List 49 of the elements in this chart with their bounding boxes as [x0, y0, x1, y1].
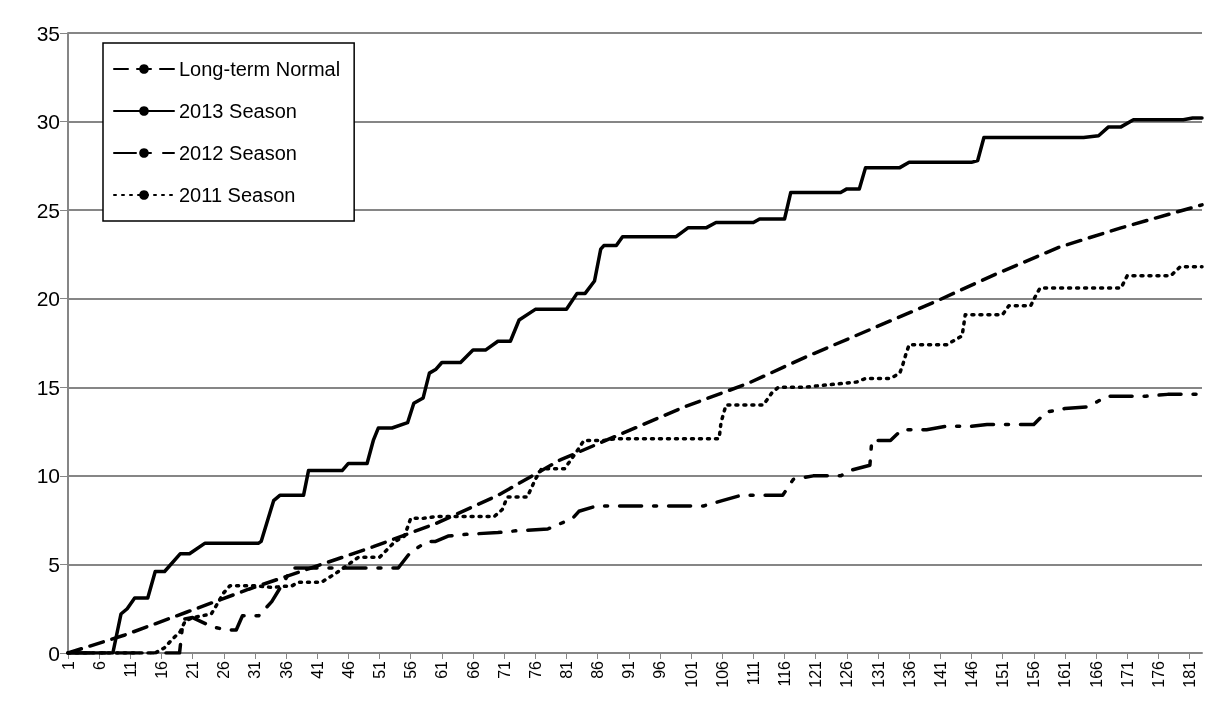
- x-tick-label: 161: [1056, 660, 1074, 688]
- x-tick-label: 176: [1149, 660, 1167, 688]
- y-tick-label: 15: [36, 375, 60, 399]
- y-tick-label: 10: [36, 464, 60, 488]
- legend-label: 2013 Season: [179, 100, 297, 122]
- x-tick-label: 46: [339, 660, 357, 679]
- y-tick-label: 25: [36, 198, 60, 222]
- y-tick-label: 20: [36, 287, 60, 311]
- x-tick-label: 6: [90, 660, 108, 670]
- x-tick-label: 76: [526, 660, 544, 679]
- x-tick-label: 1: [59, 660, 77, 670]
- y-tick-label: 5: [48, 552, 60, 576]
- x-tick-label: 91: [620, 660, 638, 679]
- x-tick-label: 116: [776, 660, 794, 687]
- x-tick-label: 11: [121, 660, 139, 678]
- y-tick-label: 30: [36, 110, 60, 134]
- x-tick-label: 51: [371, 660, 389, 679]
- x-tick-label: 36: [277, 660, 295, 679]
- x-tick-label: 96: [651, 660, 669, 679]
- x-tick-label: 151: [994, 660, 1012, 688]
- x-tick-label: 56: [402, 660, 420, 679]
- x-tick-label: 131: [869, 660, 887, 688]
- y-tick-label: 0: [48, 641, 60, 665]
- x-tick-label: 156: [1025, 660, 1043, 688]
- x-tick-label: 141: [931, 660, 949, 688]
- y-tick-label: 35: [36, 21, 60, 45]
- x-tick-label: 31: [246, 660, 264, 679]
- x-tick-label: 71: [495, 660, 513, 679]
- x-tick-label: 66: [464, 660, 482, 679]
- x-tick-label: 121: [807, 660, 825, 688]
- x-tick-label: 61: [433, 660, 451, 679]
- x-tick-label: 106: [713, 660, 731, 688]
- x-tick-label: 111: [744, 660, 762, 686]
- x-tick-label: 136: [900, 660, 918, 688]
- x-tick-label: 166: [1087, 660, 1105, 688]
- legend-label: 2011 Season: [179, 184, 296, 206]
- x-tick-label: 21: [184, 660, 202, 679]
- x-tick-label: 146: [962, 660, 980, 688]
- x-tick-label: 181: [1181, 660, 1199, 688]
- x-tick-label: 81: [557, 660, 575, 679]
- x-tick-label: 16: [152, 660, 170, 679]
- x-tick-label: 171: [1118, 660, 1136, 688]
- legend-label: 2012 Season: [179, 142, 297, 164]
- x-tick-label: 26: [215, 660, 233, 679]
- x-tick-label: 86: [589, 660, 607, 679]
- x-tick-label: 41: [308, 660, 326, 679]
- x-tick-label: 101: [682, 660, 700, 688]
- x-tick-label: 126: [838, 660, 856, 688]
- legend-label: Long-term Normal: [179, 58, 341, 80]
